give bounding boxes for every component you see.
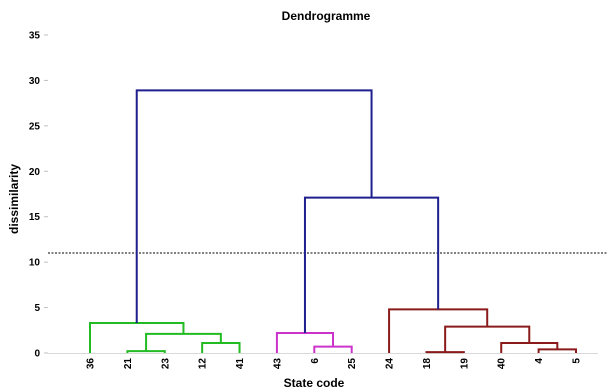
leaf-label: 41 — [235, 358, 246, 370]
dendrogram-link-m1 — [126, 350, 166, 353]
dendrogram-link-m9 — [500, 342, 559, 353]
leaf-label: 12 — [198, 358, 209, 370]
y-tick-label: 5 — [34, 303, 40, 314]
leaf-label: 36 — [86, 358, 97, 370]
leaf-label: 21 — [123, 358, 134, 370]
leaf-label: 19 — [459, 358, 470, 370]
leaf-label: 23 — [160, 358, 171, 370]
leaf-label: 18 — [422, 358, 433, 370]
dendrogram-link-m8 — [537, 348, 577, 353]
leaf-label: 6 — [310, 358, 321, 364]
dendrogram-link-m7 — [425, 351, 465, 354]
dendrogram-links — [89, 89, 577, 354]
y-tick-label: 30 — [29, 76, 41, 87]
y-axis-title: dissimilarity — [7, 164, 21, 234]
x-axis-title: State code — [284, 376, 345, 390]
leaf-label: 25 — [347, 358, 358, 370]
leaf-label: 24 — [385, 358, 396, 370]
y-tick-label: 35 — [29, 31, 41, 42]
leaf-label: 43 — [272, 358, 283, 370]
y-tick-label: 10 — [29, 258, 41, 269]
y-tick-label: 15 — [29, 212, 41, 223]
dendrogram-link-m11 — [388, 308, 489, 353]
leaf-label: 40 — [497, 358, 508, 370]
y-axis: 0 5 10 15 20 25 30 35 — [29, 31, 48, 360]
y-tick-label: 20 — [29, 167, 41, 178]
dendrogram-link-m5 — [313, 345, 353, 353]
y-tick-label: 0 — [34, 349, 40, 360]
dendrogram-link-m4 — [89, 322, 185, 353]
y-tick-label: 25 — [29, 121, 41, 132]
dendrogram-link-m2 — [201, 342, 241, 353]
leaf-label: 4 — [534, 358, 545, 364]
dendrogram-link-m10 — [444, 325, 531, 353]
dendrogram-link-m6 — [275, 332, 334, 353]
leaf-label: 5 — [572, 358, 583, 364]
chart-title: Dendrogramme — [282, 9, 371, 23]
leaf-labels: 36 21 23 12 41 43 6 25 24 18 19 40 4 5 — [86, 358, 583, 370]
dendrogram-link-m12 — [303, 196, 440, 334]
dendrogram-link-m13 — [135, 89, 373, 324]
